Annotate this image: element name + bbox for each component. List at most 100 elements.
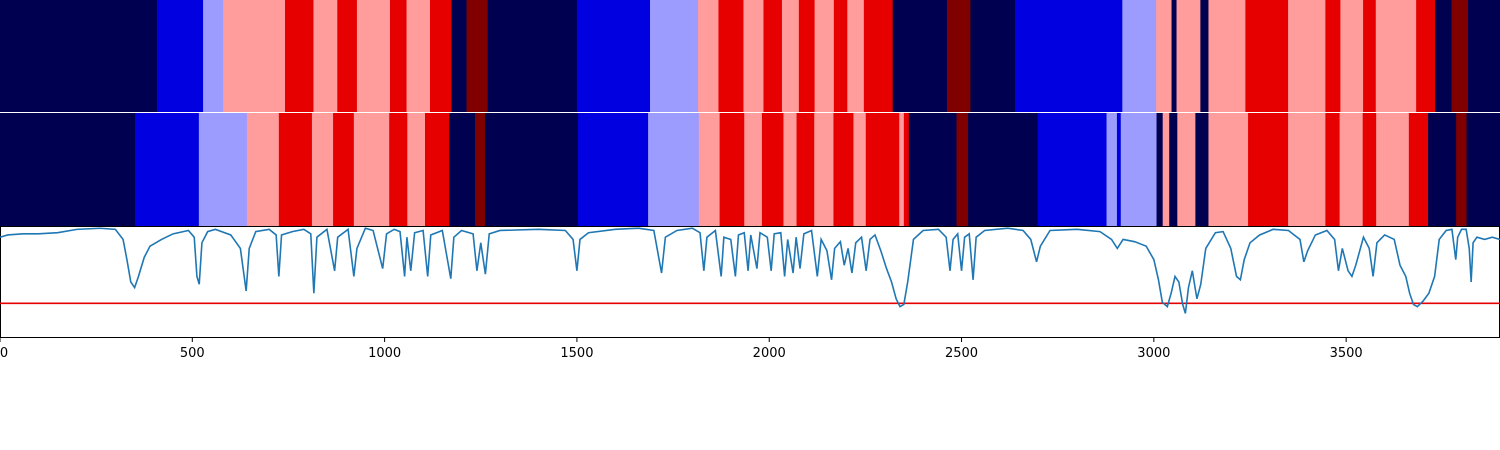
heatmap-cell — [833, 0, 848, 112]
heatmap-cell — [1171, 0, 1178, 112]
x-tick-label: 1000 — [368, 346, 401, 361]
heatmap-cell — [0, 0, 158, 112]
x-axis: 0 500 1000 1500 2000 2500 3000 3500 — [0, 338, 1363, 361]
heatmap-cell — [865, 113, 900, 226]
heatmap-cell — [814, 0, 835, 112]
x-tick-label: 2500 — [945, 346, 978, 361]
heatmap-cell — [223, 0, 286, 112]
x-tick-label: 500 — [180, 346, 205, 361]
heatmap-cell — [1120, 113, 1158, 226]
heatmap-cell — [719, 113, 745, 226]
heatmap-cell — [1169, 113, 1178, 226]
heatmap-cell — [956, 113, 969, 226]
heatmap-cell — [698, 113, 721, 226]
heatmap-strip-top — [0, 0, 1500, 112]
heatmap-cell — [278, 113, 313, 226]
heatmap-cell — [0, 113, 136, 226]
heatmap-cell — [648, 113, 700, 226]
heatmap-cell — [425, 113, 450, 226]
heatmap-cell — [946, 0, 971, 112]
heatmap-cell — [1466, 113, 1500, 226]
heatmap-cell — [1339, 113, 1364, 226]
heatmap-strip-middle — [0, 113, 1500, 226]
heatmap-cell — [892, 0, 948, 112]
heatmap-cell — [449, 113, 476, 226]
heatmap-cell — [1340, 0, 1364, 112]
heatmap-cell — [406, 0, 431, 112]
heatmap-cell — [1451, 0, 1469, 112]
heatmap-cell — [796, 113, 815, 226]
heatmap-cell — [1428, 113, 1457, 226]
heatmap-cell — [1456, 113, 1468, 226]
heatmap-cell — [1325, 0, 1341, 112]
heatmap-cell — [390, 0, 408, 112]
heatmap-cell — [1362, 113, 1377, 226]
heatmap-cell — [407, 113, 426, 226]
x-tick-label: 1500 — [560, 346, 593, 361]
heatmap-cell — [814, 113, 835, 226]
heatmap-cell — [1200, 0, 1210, 112]
heatmap-cell — [968, 113, 1039, 226]
heatmap-cell — [1208, 0, 1246, 112]
x-tick-label: 2000 — [753, 346, 786, 361]
heatmap-cell — [1288, 113, 1326, 226]
heatmap-cell — [203, 0, 224, 112]
x-tick-label: 3500 — [1330, 346, 1363, 361]
heatmap-cell — [311, 113, 334, 226]
heatmap-cell — [863, 0, 894, 112]
heatmap-cell — [1375, 0, 1417, 112]
heatmap-cell — [1015, 0, 1123, 112]
heatmap-cell — [1176, 0, 1201, 112]
heatmap-cell — [761, 113, 785, 226]
heatmap-cell — [451, 0, 468, 112]
heatmap-cell — [908, 113, 958, 226]
heatmap-cell — [1122, 0, 1157, 112]
heatmap-cell — [783, 113, 798, 226]
heatmap-cell — [1435, 0, 1453, 112]
heatmap-cell — [1248, 113, 1289, 226]
heatmap-cell — [313, 0, 338, 112]
line-panel — [0, 226, 1500, 338]
heatmap-cell — [1408, 113, 1429, 226]
heatmap-cell — [156, 0, 204, 112]
heatmap-cell — [1106, 113, 1118, 226]
heatmap-cell — [650, 0, 699, 112]
heatmap-cell — [853, 113, 867, 226]
heatmap-cell — [1288, 0, 1326, 112]
heatmap-cell — [903, 113, 910, 226]
heatmap-cell — [333, 113, 355, 226]
heatmap-cell — [466, 0, 489, 112]
x-tick-label: 3000 — [1137, 346, 1170, 361]
heatmap-cell — [285, 0, 315, 112]
x-tick-label: 0 — [0, 346, 8, 361]
heatmap-cell — [135, 113, 200, 226]
heatmap-cell — [356, 0, 391, 112]
heatmap-cell — [718, 0, 745, 112]
heatmap-cell — [487, 0, 578, 112]
heatmap-cell — [1177, 113, 1196, 226]
heatmap-cell — [763, 0, 783, 112]
heatmap-cell — [743, 0, 765, 112]
heatmap-cell — [576, 0, 651, 112]
heatmap-cell — [1363, 0, 1377, 112]
heatmap-cell — [1245, 0, 1289, 112]
heatmap-cell — [1325, 113, 1341, 226]
heatmap-cell — [1156, 113, 1164, 226]
heatmap-cell — [1116, 113, 1122, 226]
heatmap-cell — [1468, 0, 1500, 112]
heatmap-cell — [430, 0, 453, 112]
heatmap-cell — [337, 0, 358, 112]
heatmap-cell — [744, 113, 763, 226]
heatmap-cell — [1156, 0, 1173, 112]
heatmap-cell — [485, 113, 579, 226]
heatmap-cell — [246, 113, 280, 226]
spectrum-series-line — [0, 227, 1500, 314]
heatmap-cell — [1376, 113, 1410, 226]
heatmap-cell — [798, 0, 816, 112]
heatmap-cell — [1162, 113, 1170, 226]
heatmap-cell — [475, 113, 486, 226]
heatmap-cell — [353, 113, 390, 226]
heatmap-cell — [899, 113, 905, 226]
heatmap-cell — [578, 113, 649, 226]
